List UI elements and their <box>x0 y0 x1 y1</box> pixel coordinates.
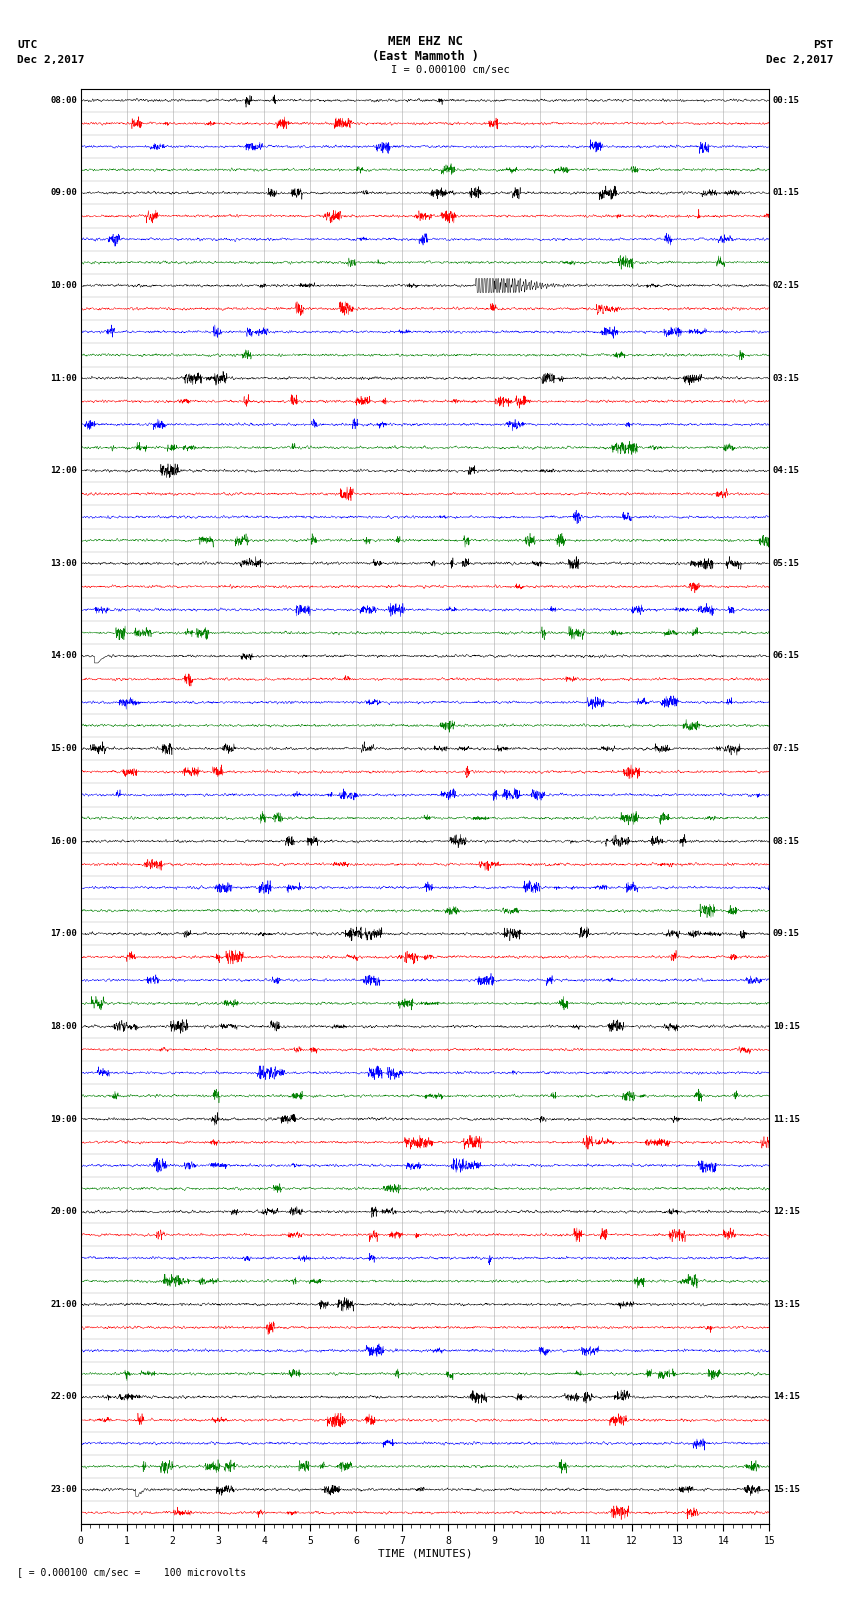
Text: 21:00: 21:00 <box>50 1300 77 1308</box>
Text: 09:00: 09:00 <box>50 189 77 197</box>
Text: 08:00: 08:00 <box>50 95 77 105</box>
Text: 13:00: 13:00 <box>50 558 77 568</box>
Text: 12:15: 12:15 <box>773 1207 800 1216</box>
Text: 15:15: 15:15 <box>773 1486 800 1494</box>
Text: 02:15: 02:15 <box>773 281 800 290</box>
Text: UTC: UTC <box>17 40 37 50</box>
Text: 06:15: 06:15 <box>773 652 800 660</box>
Text: [ = 0.000100 cm/sec =    100 microvolts: [ = 0.000100 cm/sec = 100 microvolts <box>17 1568 246 1578</box>
Text: 14:15: 14:15 <box>773 1392 800 1402</box>
Text: 04:15: 04:15 <box>773 466 800 476</box>
Text: 01:15: 01:15 <box>773 189 800 197</box>
Text: 10:15: 10:15 <box>773 1023 800 1031</box>
Text: 03:15: 03:15 <box>773 374 800 382</box>
Text: 17:00: 17:00 <box>50 929 77 939</box>
Text: 09:15: 09:15 <box>773 929 800 939</box>
Text: 20:00: 20:00 <box>50 1207 77 1216</box>
Text: 11:00: 11:00 <box>50 374 77 382</box>
Text: 11:15: 11:15 <box>773 1115 800 1124</box>
Text: 16:00: 16:00 <box>50 837 77 845</box>
Text: I = 0.000100 cm/sec: I = 0.000100 cm/sec <box>391 65 510 74</box>
Text: 12:00: 12:00 <box>50 466 77 476</box>
Text: PST: PST <box>813 40 833 50</box>
Text: 05:15: 05:15 <box>773 558 800 568</box>
Text: 08:15: 08:15 <box>773 837 800 845</box>
Text: Dec 2,2017: Dec 2,2017 <box>17 55 84 65</box>
Text: MEM EHZ NC: MEM EHZ NC <box>388 35 462 48</box>
Text: 19:00: 19:00 <box>50 1115 77 1124</box>
Text: 23:00: 23:00 <box>50 1486 77 1494</box>
Text: 10:00: 10:00 <box>50 281 77 290</box>
Text: 13:15: 13:15 <box>773 1300 800 1308</box>
Text: (East Mammoth ): (East Mammoth ) <box>371 50 479 63</box>
Text: 18:00: 18:00 <box>50 1023 77 1031</box>
X-axis label: TIME (MINUTES): TIME (MINUTES) <box>377 1548 473 1558</box>
Text: 22:00: 22:00 <box>50 1392 77 1402</box>
Text: 07:15: 07:15 <box>773 744 800 753</box>
Text: 15:00: 15:00 <box>50 744 77 753</box>
Text: 14:00: 14:00 <box>50 652 77 660</box>
Text: 00:15: 00:15 <box>773 95 800 105</box>
Text: Dec 2,2017: Dec 2,2017 <box>766 55 833 65</box>
